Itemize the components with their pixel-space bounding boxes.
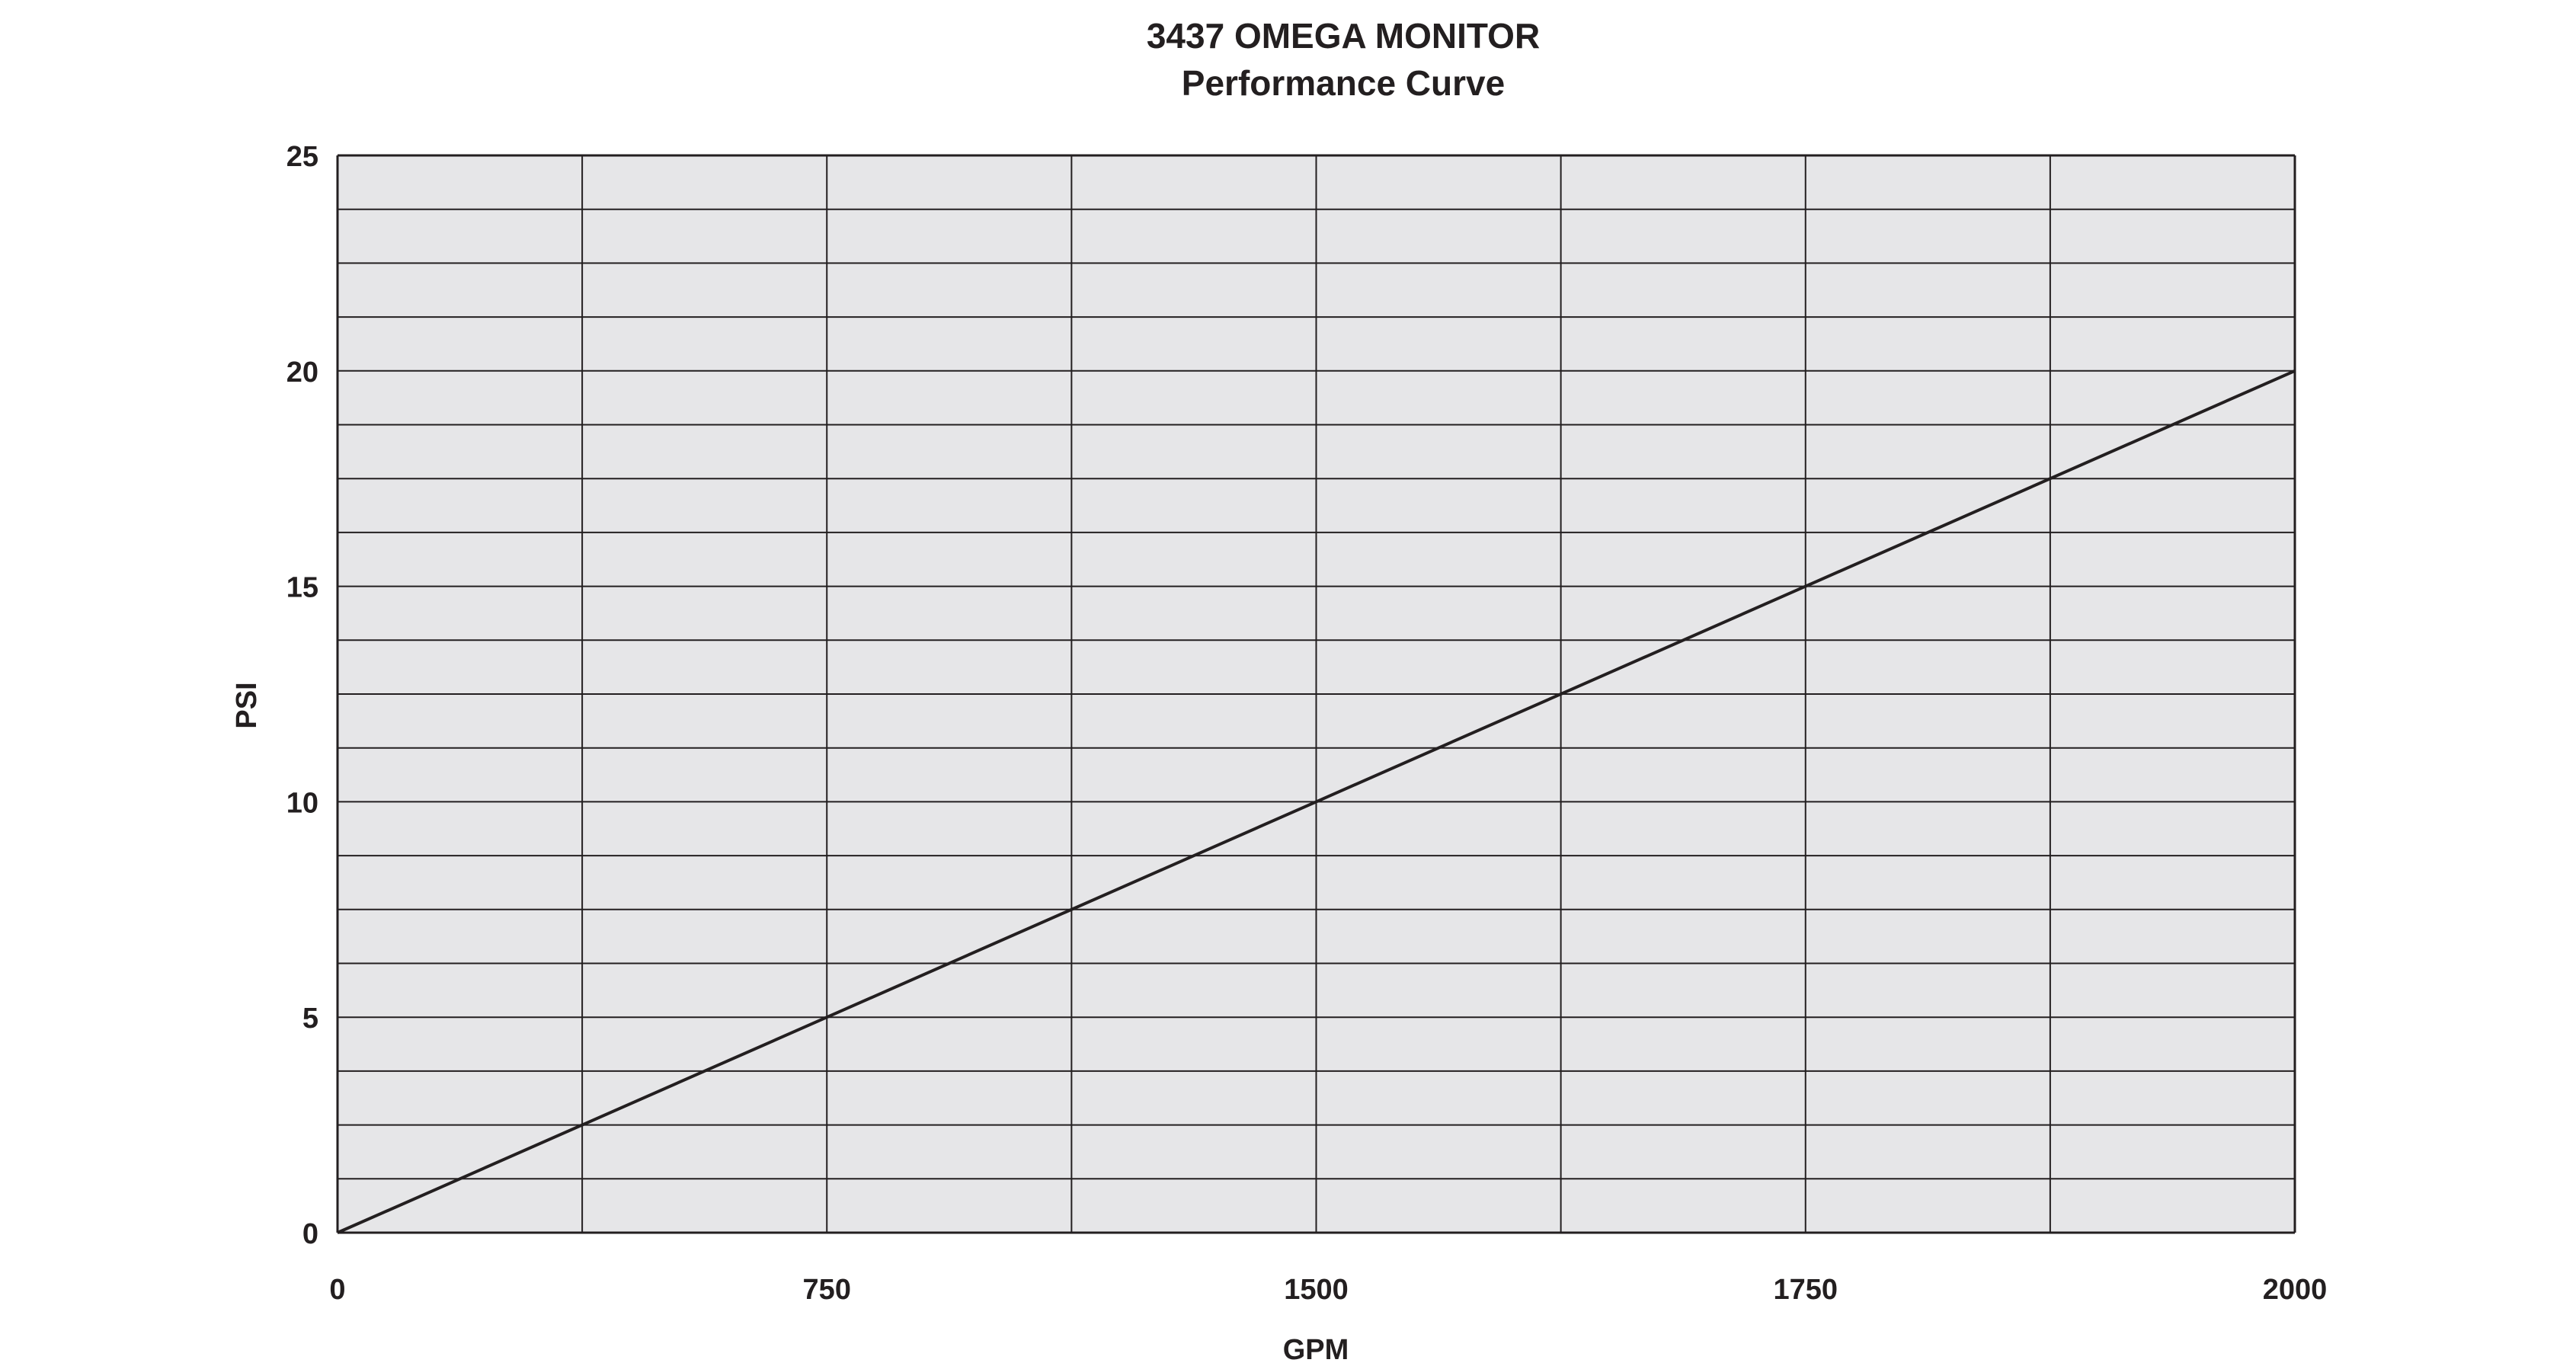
x-axis-label: GPM (1283, 1334, 1349, 1366)
y-tick-label: 10 (286, 787, 318, 819)
x-tick-label: 2000 (2263, 1274, 2328, 1306)
y-tick-label: 15 (286, 572, 318, 604)
y-tick-label: 25 (286, 141, 318, 173)
y-tick-label: 0 (302, 1218, 318, 1250)
performance-line (337, 369, 2296, 1234)
chart-title: 3437 OMEGA MONITOR (1146, 16, 1541, 56)
x-tick-label: 0 (329, 1274, 345, 1306)
x-tick-label: 750 (803, 1274, 851, 1306)
chart-subtitle: Performance Curve (1181, 63, 1506, 103)
y-tick-label: 5 (302, 1003, 318, 1035)
x-tick-label: 1500 (1284, 1274, 1349, 1306)
y-axis-label: PSI (231, 682, 263, 728)
x-tick-label: 1750 (1773, 1274, 1838, 1306)
y-tick-label: 20 (286, 357, 318, 389)
